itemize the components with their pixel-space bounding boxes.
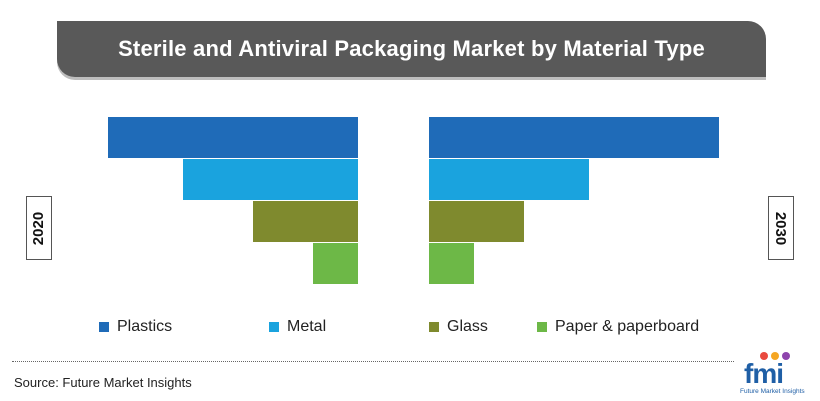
- bar-2030-metal: [429, 159, 589, 200]
- bar-2020-paper: [313, 243, 358, 284]
- bar-2030-glass: [429, 201, 524, 242]
- source-note: Source: Future Market Insights: [14, 375, 192, 390]
- legend-swatch-glass: [429, 322, 439, 332]
- legend-swatch-metal: [269, 322, 279, 332]
- legend-item-glass: Glass: [429, 318, 488, 336]
- fmi-logo: fmi Future Market Insights: [740, 352, 812, 398]
- source-divider: [12, 361, 734, 362]
- year-label-2020: 2020: [30, 211, 48, 245]
- bar-2020-metal: [183, 159, 358, 200]
- legend-swatch-plastics: [99, 322, 109, 332]
- title-banner: Sterile and Antiviral Packaging Market b…: [57, 21, 766, 77]
- bar-2020-glass: [253, 201, 358, 242]
- bar-2030-plastics: [429, 117, 719, 158]
- chart-title: Sterile and Antiviral Packaging Market b…: [118, 36, 705, 61]
- logo-tagline: Future Market Insights: [740, 388, 805, 395]
- legend: Plastics Metal Glass Paper & paperboard: [0, 318, 820, 338]
- year-label-2020-box: 2020: [26, 196, 52, 260]
- legend-item-metal: Metal: [269, 318, 326, 336]
- year-label-2030: 2030: [772, 211, 790, 245]
- year-label-2030-box: 2030: [768, 196, 794, 260]
- bar-2030-paper: [429, 243, 474, 284]
- legend-label-paper: Paper & paperboard: [555, 318, 700, 335]
- bar-2020-plastics: [108, 117, 358, 158]
- legend-item-paper: Paper & paperboard: [537, 318, 699, 336]
- legend-item-plastics: Plastics: [99, 318, 172, 336]
- legend-swatch-paper: [537, 322, 547, 332]
- legend-label-metal: Metal: [287, 318, 327, 335]
- logo-dots: [760, 352, 790, 360]
- legend-label-glass: Glass: [447, 318, 488, 335]
- logo-mark: fmi: [744, 358, 784, 389]
- legend-label-plastics: Plastics: [117, 318, 173, 335]
